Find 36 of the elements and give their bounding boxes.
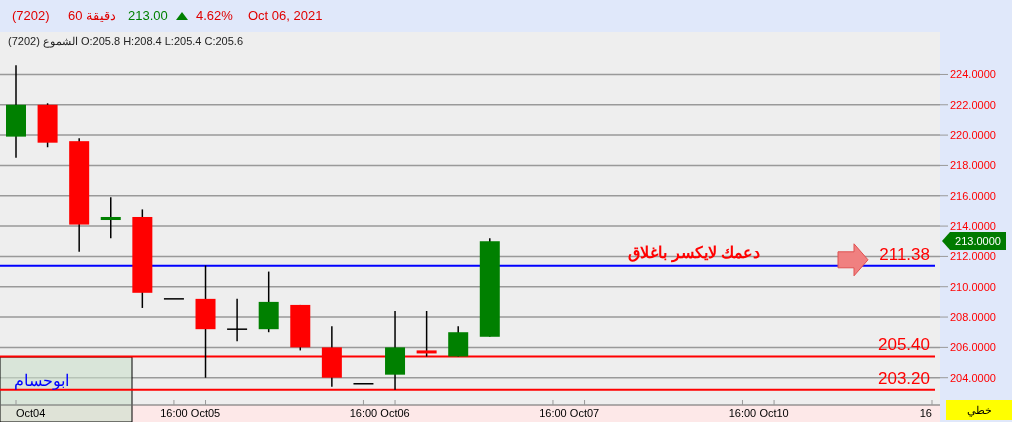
y-tick-label: 216.0000 — [950, 189, 996, 202]
y-tick-label: 220.0000 — [950, 129, 996, 142]
chart-subtitle: الشموع (7202) O:205.8 H:208.4 L:205.4 C:205.6 — [8, 35, 244, 48]
y-tick-label: 208.0000 — [950, 311, 996, 324]
x-tick-label: 16:00 — [160, 407, 188, 419]
x-tick-label: 16:00 — [728, 407, 757, 419]
text: Oct 06, 2021 — [248, 8, 323, 23]
candlestick — [226, 298, 248, 343]
ref-line-label: 205.40 — [878, 335, 930, 355]
y-tick-label: 210.0000 — [950, 280, 996, 293]
text: خطي — [966, 404, 992, 417]
y-tick-label: 218.0000 — [950, 159, 996, 172]
y-tick-label: 222.0000 — [950, 98, 996, 111]
x-tick-label: Oct07 — [569, 407, 600, 419]
x-tick-label: 16:00 — [349, 407, 378, 419]
x-tick-label: Oct04 — [16, 407, 46, 419]
x-tick-label: Oct10 — [759, 407, 789, 419]
x-tick-label: Oct05 — [190, 407, 221, 419]
y-tick-label: 206.0000 — [950, 341, 996, 354]
annotation: ابوحسام — [14, 372, 69, 390]
candlestick — [100, 196, 121, 239]
x-tick-label: 16 — [919, 407, 932, 419]
x-tick-label: Oct06 — [380, 407, 410, 419]
y-tick-label: 204.0000 — [950, 371, 996, 384]
text: 213.00 — [128, 8, 168, 23]
ref-line-label: 203.20 — [878, 368, 930, 388]
text: 213.0000 — [955, 235, 1001, 247]
annotation: دعمك لايكسر باغلاق — [628, 243, 760, 263]
text: 60 دقيقة — [67, 8, 117, 23]
chart-title: (7202) — [12, 8, 50, 23]
y-tick-label: 224.0000 — [950, 68, 996, 81]
text: 4.62% — [196, 8, 234, 23]
x-tick-label: 16:00 — [539, 407, 567, 419]
y-tick-label: 214.0000 — [950, 220, 996, 233]
ref-line-label: 211.38 — [879, 244, 930, 264]
y-tick-label: 212.0000 — [950, 250, 996, 263]
